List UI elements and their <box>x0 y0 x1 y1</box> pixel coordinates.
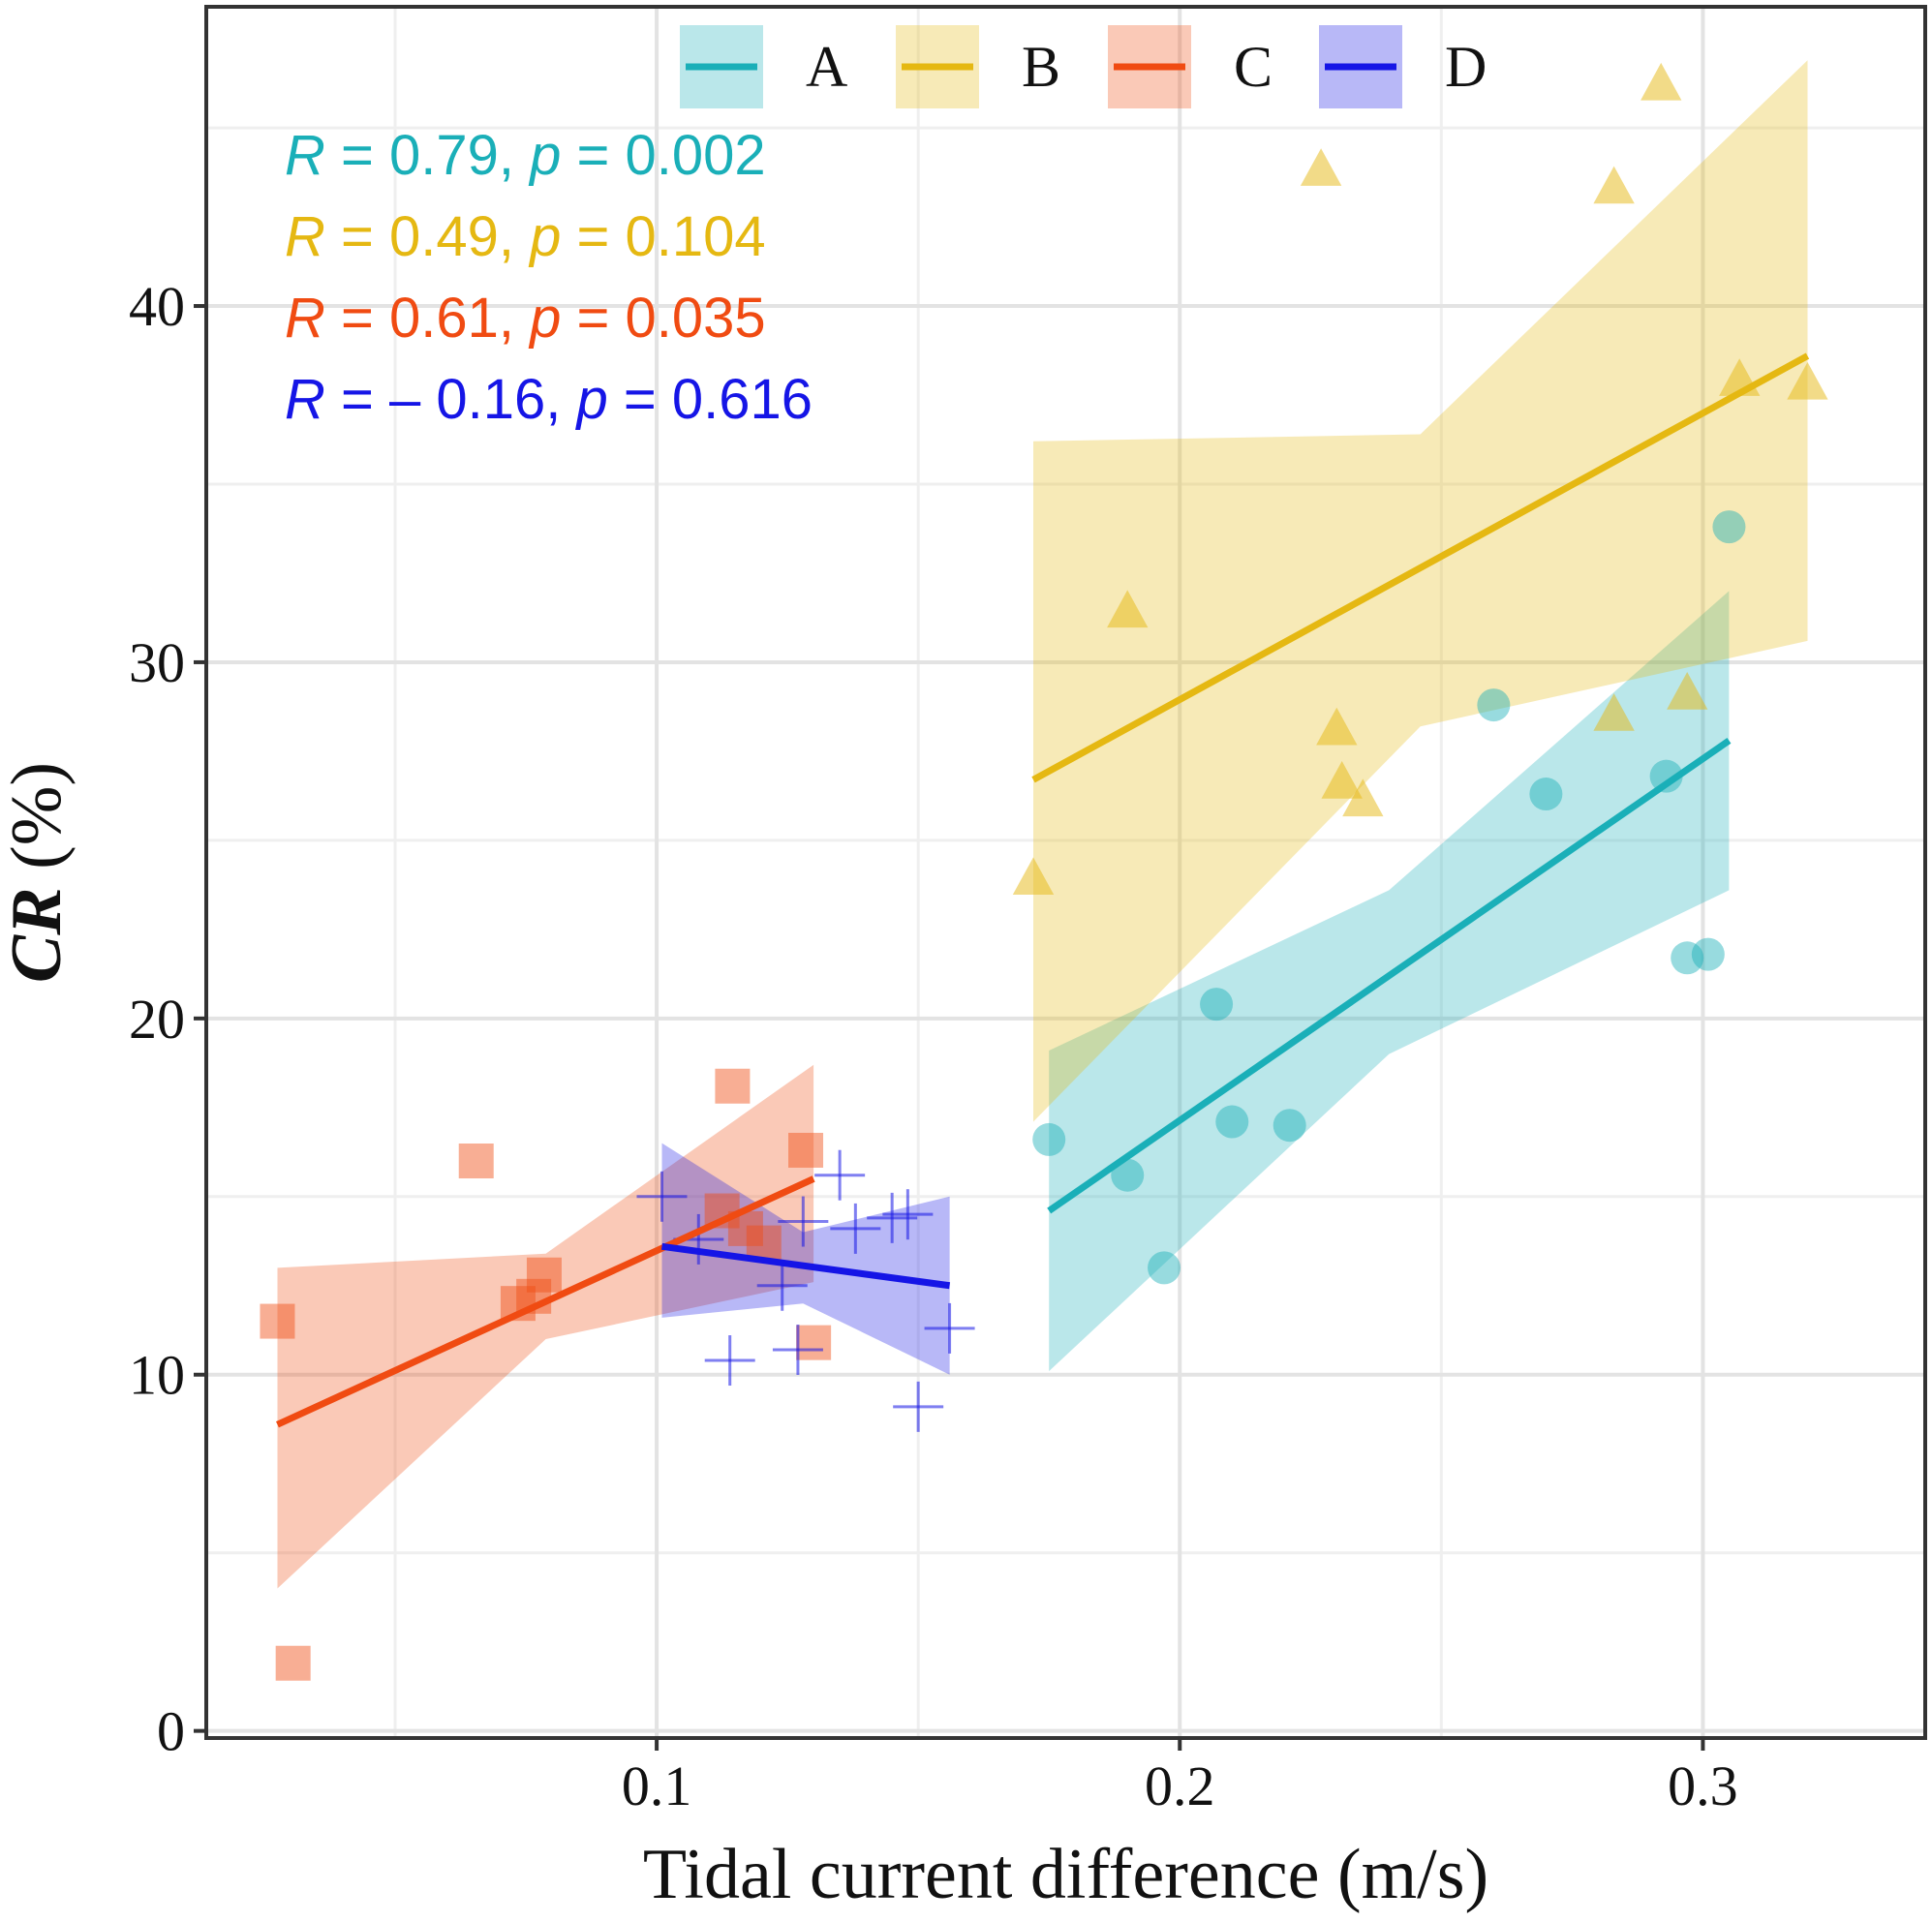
point-c <box>796 1325 832 1360</box>
point-b <box>1342 778 1384 817</box>
stat-symbol: p <box>528 124 561 187</box>
legend-item-b: B <box>896 25 1060 108</box>
legend-label: D <box>1445 35 1487 99</box>
point-d <box>830 1203 881 1254</box>
y-tick-label: 10 <box>129 1344 185 1407</box>
stat-symbol: R <box>285 287 325 350</box>
legend: A B C D <box>680 25 1487 108</box>
fit-line-c <box>276 1175 815 1428</box>
stat-line-b: R = 0.49, p = 0.104 <box>285 205 766 268</box>
point-b <box>1593 166 1635 204</box>
legend-item-c: C <box>1108 25 1273 108</box>
stat-symbol: R <box>285 124 325 187</box>
point-d <box>704 1335 755 1387</box>
fit-lines <box>276 352 1810 1428</box>
stat-symbol: p <box>574 368 607 431</box>
point-a <box>1273 1109 1306 1143</box>
stat-symbol: p <box>528 287 561 350</box>
point-c <box>526 1257 562 1293</box>
fit-line-b <box>1031 352 1810 783</box>
point-c <box>746 1225 782 1261</box>
axes: 0.1 0.2 0.3 0 10 20 30 40 <box>129 275 1738 1817</box>
point-c <box>715 1068 751 1104</box>
point-d <box>924 1302 975 1354</box>
point-b <box>1321 761 1363 799</box>
legend-label: A <box>806 35 847 99</box>
stat-line-a: R = 0.79, p = 0.002 <box>285 124 766 187</box>
point-d <box>772 1324 823 1375</box>
point-a <box>1032 1122 1066 1156</box>
point-c <box>260 1303 295 1339</box>
point-a <box>1712 510 1746 544</box>
point-a <box>1671 941 1704 975</box>
point-d <box>814 1149 866 1201</box>
x-tick-label: 0.1 <box>622 1754 692 1817</box>
grid <box>206 7 1925 1738</box>
stat-value: = 0.002 <box>561 124 765 187</box>
stat-value: = 0.616 <box>608 368 813 431</box>
band-a <box>1049 591 1730 1372</box>
point-b <box>1107 590 1149 628</box>
stat-value: = 0.61, <box>325 287 530 350</box>
y-axis-title: CR (%) <box>0 762 77 983</box>
legend-label: C <box>1234 35 1273 99</box>
point-b <box>1300 148 1342 186</box>
legend-label: B <box>1022 35 1060 99</box>
point-d <box>778 1196 829 1247</box>
plot-border <box>204 5 1927 1740</box>
legend-item-d: D <box>1319 25 1487 108</box>
point-a <box>1111 1158 1145 1192</box>
point-c <box>275 1645 311 1681</box>
point-a <box>1691 937 1725 971</box>
stat-value: = 0.49, <box>325 205 530 268</box>
point-b <box>1787 362 1828 400</box>
point-d <box>893 1381 944 1432</box>
x-axis-title: Tidal current difference (m/s) <box>643 1835 1488 1914</box>
legend-item-a: A <box>680 25 847 108</box>
point-a <box>1215 1105 1249 1139</box>
point-b <box>1593 693 1635 731</box>
data-points <box>260 62 1828 1681</box>
point-d <box>756 1260 808 1311</box>
y-tick-label: 20 <box>129 988 185 1051</box>
fit-line-d <box>661 1242 951 1290</box>
stat-value: = 0.104 <box>561 205 765 268</box>
point-b <box>1667 672 1708 710</box>
point-a <box>1529 778 1563 811</box>
point-a <box>1148 1251 1181 1285</box>
y-axis-title-cr: CR <box>0 887 77 983</box>
point-b <box>1641 62 1682 101</box>
point-c <box>788 1132 824 1168</box>
stat-value: = 0.79, <box>325 124 530 187</box>
stat-value: = 0.035 <box>561 287 765 350</box>
stat-line-d: R = – 0.16, p = 0.616 <box>285 368 813 431</box>
stat-value: = – 0.16, <box>325 368 577 431</box>
stat-line-c: R = 0.61, p = 0.035 <box>285 287 766 350</box>
y-axis-title-unit: (%) <box>0 762 77 887</box>
y-tick-label: 0 <box>157 1700 185 1763</box>
point-a <box>1649 759 1683 793</box>
stat-symbol: R <box>285 205 325 268</box>
stat-symbol: R <box>285 368 325 431</box>
point-b <box>1012 857 1055 895</box>
band-b <box>1033 60 1808 1122</box>
y-tick-label: 30 <box>129 631 185 694</box>
x-tick-label: 0.3 <box>1668 1754 1738 1817</box>
point-c <box>458 1144 494 1178</box>
y-tick-label: 40 <box>129 275 185 338</box>
x-tick-label: 0.2 <box>1145 1754 1215 1817</box>
fit-line-a <box>1047 737 1732 1214</box>
stat-symbol: p <box>528 205 561 268</box>
point-a <box>1200 988 1234 1022</box>
point-d <box>882 1189 934 1240</box>
point-d <box>636 1171 688 1222</box>
band-d <box>661 1143 950 1375</box>
point-b <box>1316 707 1358 746</box>
point-a <box>1477 688 1511 722</box>
